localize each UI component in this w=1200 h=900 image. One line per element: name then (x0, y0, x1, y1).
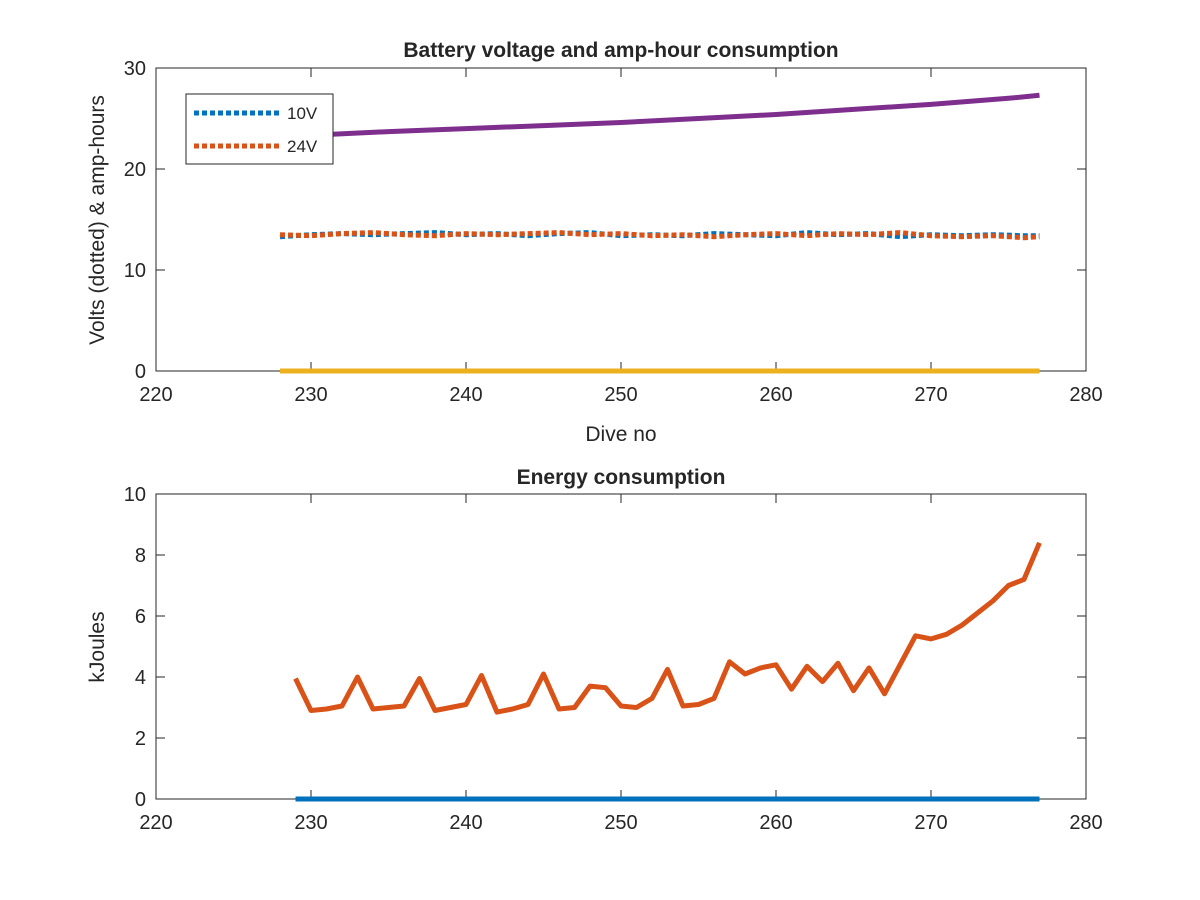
y-tick-label: 10 (124, 260, 146, 282)
y-axis-label: Volts (dotted) & amp-hours (86, 95, 109, 345)
y-axis-label: kJoules (86, 611, 109, 682)
ticks: 220 230 240 250 260 270 280 0 2 4 6 8 10 (124, 484, 1103, 834)
x-tick-label: 250 (604, 384, 637, 406)
series-group (293, 541, 1042, 802)
ticks: 220 230 240 250 260 270 280 0 10 20 30 (124, 58, 1103, 406)
energy-axes: Energy consumption kJoules 220 230 240 250 2… (86, 466, 1103, 834)
x-tick-label: 220 (139, 812, 172, 834)
x-tick-label: 240 (449, 384, 482, 406)
y-tick-label: 30 (124, 58, 146, 80)
chart-title: Battery voltage and amp-hour consumption (403, 39, 838, 62)
x-tick-label: 230 (294, 812, 327, 834)
x-tick-label: 260 (759, 812, 792, 834)
chart-title: Energy consumption (517, 466, 726, 489)
y-tick-label: 0 (135, 361, 146, 383)
series-line-1 (293, 541, 1042, 715)
x-tick-label: 220 (139, 384, 172, 406)
x-tick-label: 240 (449, 812, 482, 834)
y-tick-label: 4 (135, 667, 146, 689)
y-tick-label: 2 (135, 728, 146, 750)
legend-label-10v: 10V (287, 104, 318, 123)
y-tick-label: 6 (135, 606, 146, 628)
battery-axes: Battery voltage and amp-hour consumption… (86, 39, 1103, 446)
y-tick-label: 8 (135, 545, 146, 567)
y-tick-label: 10 (124, 484, 146, 506)
legend-label-24v: 24V (287, 137, 318, 156)
series-group (279, 92, 1040, 374)
plot-frame (155, 493, 1087, 800)
x-axis-label: Dive no (585, 423, 656, 446)
y-tick-label: 0 (135, 789, 146, 811)
x-tick-label: 280 (1069, 812, 1102, 834)
x-tick-label: 230 (294, 384, 327, 406)
x-tick-label: 270 (914, 384, 947, 406)
y-tick-label: 20 (124, 159, 146, 181)
x-tick-label: 260 (759, 384, 792, 406)
x-tick-label: 280 (1069, 384, 1102, 406)
legend: 10V 24V (185, 93, 334, 165)
x-tick-label: 250 (604, 812, 637, 834)
legend-box (185, 93, 334, 165)
series-line-3 (279, 92, 1040, 140)
series-line-24v (279, 230, 1040, 241)
x-tick-label: 270 (914, 812, 947, 834)
